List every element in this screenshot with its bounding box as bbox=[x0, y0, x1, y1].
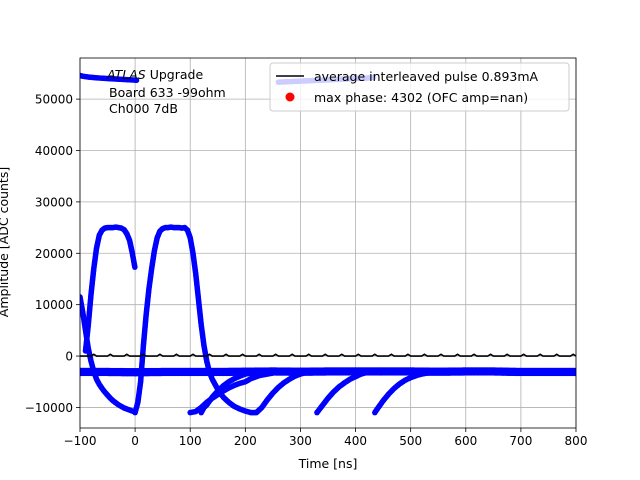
y-tick-label-3: 20000 bbox=[35, 247, 73, 261]
sample-point bbox=[133, 77, 140, 84]
axis-ticks: −100 0 100 200 300 400 500 600 700 800 −10000 0 1000… bbox=[25, 93, 588, 448]
x-tick-label-4: 300 bbox=[289, 434, 312, 448]
average-pulse-line bbox=[80, 353, 576, 357]
x-axis-label: Time [ns] bbox=[298, 456, 358, 471]
x-tick-label-9: 800 bbox=[565, 434, 588, 448]
legend: average interleaved pulse 0.893mA max ph… bbox=[269, 62, 570, 112]
y-tick-label-5: 40000 bbox=[35, 144, 73, 158]
legend-dot-marker bbox=[285, 92, 295, 102]
sample-point bbox=[132, 264, 138, 270]
axes-frame bbox=[79, 57, 577, 429]
sample-point bbox=[130, 408, 137, 415]
x-tick-label-2: 100 bbox=[179, 434, 202, 448]
y-tick-label-2: 10000 bbox=[35, 298, 73, 312]
y-tick-label-1: 0 bbox=[65, 350, 73, 364]
x-tick-label-6: 500 bbox=[399, 434, 422, 448]
legend-entry-max-phase: max phase: 4302 (OFC amp=nan) bbox=[314, 90, 528, 105]
x-tick-label-7: 600 bbox=[454, 434, 477, 448]
sample-segment-10 bbox=[80, 367, 576, 377]
x-tick-label-0: −100 bbox=[64, 434, 97, 448]
annotation-atlas-word: ATLAS bbox=[106, 67, 146, 82]
legend-box bbox=[269, 62, 570, 112]
x-tick-label-5: 400 bbox=[344, 434, 367, 448]
annotation-upgrade-word: Upgrade bbox=[146, 67, 204, 82]
annotation-line-2: Board 633 -99ohm bbox=[109, 85, 226, 100]
x-tick-label-8: 700 bbox=[509, 434, 532, 448]
x-tick-label-1: 0 bbox=[131, 434, 139, 448]
axes-border bbox=[79, 57, 577, 429]
sample-segment-0 bbox=[80, 72, 140, 84]
annotation: ATLAS Upgrade Board 633 -99ohm Ch000 7dB bbox=[106, 67, 226, 116]
y-axis-label: Amplitude [ADC counts] bbox=[0, 167, 11, 317]
legend-entry-average-pulse: average interleaved pulse 0.893mA bbox=[314, 69, 539, 84]
sample-point bbox=[571, 370, 576, 377]
x-tick-label-3: 200 bbox=[234, 434, 257, 448]
y-tick-label-6: 50000 bbox=[35, 93, 73, 107]
y-tick-label-4: 30000 bbox=[35, 195, 73, 209]
annotation-line-1: ATLAS Upgrade bbox=[106, 67, 203, 82]
y-tick-label-0: −10000 bbox=[25, 401, 73, 415]
annotation-line-3: Ch000 7dB bbox=[109, 101, 178, 116]
sample-segment-3 bbox=[132, 224, 258, 416]
